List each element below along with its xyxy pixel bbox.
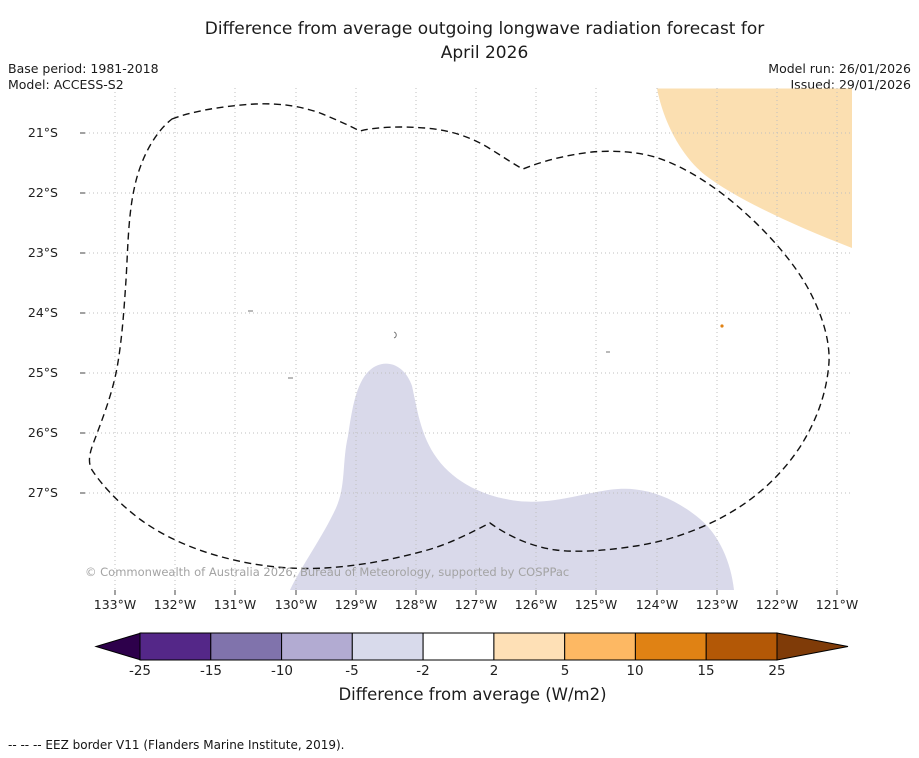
x-tick-label: 121°W bbox=[815, 597, 859, 612]
colorbar-tick-label: 5 bbox=[560, 663, 570, 679]
colorbar-segment bbox=[634, 632, 707, 661]
y-tick-label: 24°S bbox=[27, 305, 58, 320]
colorbar-tick-label: -5 bbox=[345, 663, 359, 679]
model-run-label: Model run: 26/01/2026 bbox=[768, 61, 911, 76]
colorbar-segment bbox=[139, 632, 212, 661]
base-period-label: Base period: 1981-2018 bbox=[8, 61, 159, 76]
y-tick-label: 25°S bbox=[27, 365, 58, 380]
eez-border-note: -- -- -- EEZ border V11 (Flanders Marine… bbox=[8, 738, 345, 752]
colorbar-segment bbox=[351, 632, 424, 661]
y-tick-label: 22°S bbox=[27, 185, 58, 200]
negative-anomaly-region bbox=[290, 363, 734, 590]
axis-tick-marks bbox=[80, 132, 838, 595]
colorbar-caption: Difference from average (W/m2) bbox=[338, 685, 607, 704]
x-tick-label: 128°W bbox=[394, 597, 438, 612]
colorbar-tick-label: -10 bbox=[270, 663, 294, 679]
colorbar-segment bbox=[705, 632, 778, 661]
colorbar-tick-label: 2 bbox=[489, 663, 499, 679]
page-title-line2: April 2026 bbox=[440, 43, 529, 63]
y-tick-label: 23°S bbox=[27, 245, 58, 260]
orange-speck bbox=[720, 324, 724, 328]
x-tick-label: 127°W bbox=[454, 597, 498, 612]
colorbar-segment bbox=[210, 632, 283, 661]
x-tick-label: 126°W bbox=[514, 597, 558, 612]
x-tick-label: 124°W bbox=[635, 597, 679, 612]
anomaly-regions bbox=[290, 88, 852, 590]
colorbar bbox=[94, 632, 849, 661]
colorbar-tick-label: 25 bbox=[768, 663, 786, 679]
x-tick-label: 122°W bbox=[755, 597, 799, 612]
colorbar-segment bbox=[564, 632, 636, 661]
colorbar-right-arrow bbox=[776, 632, 849, 661]
y-tick-label: 27°S bbox=[27, 485, 58, 500]
positive-anomaly-region bbox=[657, 88, 852, 248]
x-tick-label: 123°W bbox=[695, 597, 739, 612]
x-tick-label: 125°W bbox=[574, 597, 618, 612]
x-tick-label: 129°W bbox=[334, 597, 378, 612]
y-tick-label: 21°S bbox=[27, 125, 58, 140]
issued-label: Issued: 29/01/2026 bbox=[790, 77, 912, 92]
colorbar-segment bbox=[281, 632, 353, 661]
meta-left: Base period: 1981-2018 Model: ACCESS-S2 bbox=[8, 61, 159, 93]
x-tick-label: 133°W bbox=[93, 597, 137, 612]
x-tick-label: 132°W bbox=[153, 597, 197, 612]
colorbar-tick-label: -15 bbox=[199, 663, 223, 679]
x-tick-label: 131°W bbox=[213, 597, 257, 612]
colorbar-tick-label: -2 bbox=[416, 663, 430, 679]
colorbar-left-arrow bbox=[94, 632, 142, 661]
colorbar-tick-label: -25 bbox=[128, 663, 152, 679]
contour-artifacts bbox=[248, 310, 724, 379]
colorbar-tick-label: 15 bbox=[697, 663, 715, 679]
meta-right: Model run: 26/01/2026 Issued: 29/01/2026 bbox=[768, 61, 911, 93]
colorbar-segment bbox=[493, 632, 566, 661]
copyright-note: © Commonwealth of Australia 2026, Bureau… bbox=[85, 565, 570, 579]
map-canvas bbox=[80, 88, 852, 595]
colorbar-tick-label: 10 bbox=[626, 663, 644, 679]
model-label: Model: ACCESS-S2 bbox=[8, 77, 124, 92]
y-tick-label: 26°S bbox=[27, 425, 58, 440]
x-tick-label: 130°W bbox=[274, 597, 318, 612]
colorbar-segment bbox=[422, 632, 495, 661]
page-title-line1: Difference from average outgoing longwav… bbox=[204, 19, 765, 39]
